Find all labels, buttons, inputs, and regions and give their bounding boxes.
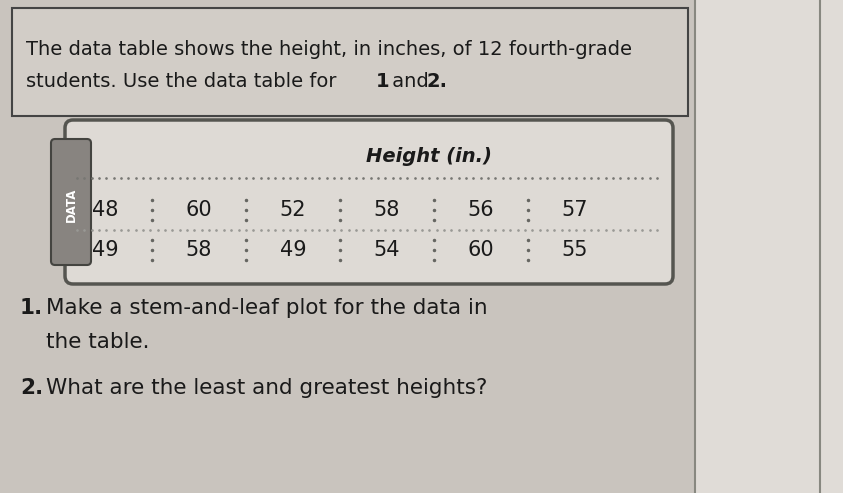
- FancyBboxPatch shape: [695, 0, 843, 493]
- Text: 2.: 2.: [426, 72, 447, 91]
- Text: 58: 58: [185, 240, 212, 260]
- Text: 1: 1: [376, 72, 389, 91]
- Text: 58: 58: [373, 200, 400, 220]
- FancyBboxPatch shape: [65, 120, 673, 284]
- Text: Make a stem-and-leaf plot for the data in: Make a stem-and-leaf plot for the data i…: [46, 298, 487, 318]
- FancyBboxPatch shape: [12, 8, 688, 116]
- Text: 56: 56: [468, 200, 494, 220]
- Text: 60: 60: [468, 240, 494, 260]
- Text: 54: 54: [373, 240, 400, 260]
- Text: DATA: DATA: [65, 188, 78, 222]
- Text: 55: 55: [561, 240, 588, 260]
- Text: 52: 52: [280, 200, 306, 220]
- Text: What are the least and greatest heights?: What are the least and greatest heights?: [46, 378, 487, 398]
- Text: and: and: [386, 72, 435, 91]
- Text: 2.: 2.: [20, 378, 43, 398]
- FancyBboxPatch shape: [51, 139, 91, 265]
- FancyBboxPatch shape: [77, 228, 657, 272]
- Text: the table.: the table.: [46, 332, 149, 352]
- Text: 57: 57: [561, 200, 588, 220]
- Text: students. Use the data table for: students. Use the data table for: [26, 72, 343, 91]
- Text: 49: 49: [280, 240, 306, 260]
- Text: 60: 60: [185, 200, 212, 220]
- Text: 49: 49: [92, 240, 118, 260]
- Text: 1.: 1.: [20, 298, 43, 318]
- Text: The data table shows the height, in inches, of 12 fourth-grade: The data table shows the height, in inch…: [26, 40, 632, 59]
- Text: Height (in.): Height (in.): [366, 146, 492, 166]
- Text: 48: 48: [92, 200, 118, 220]
